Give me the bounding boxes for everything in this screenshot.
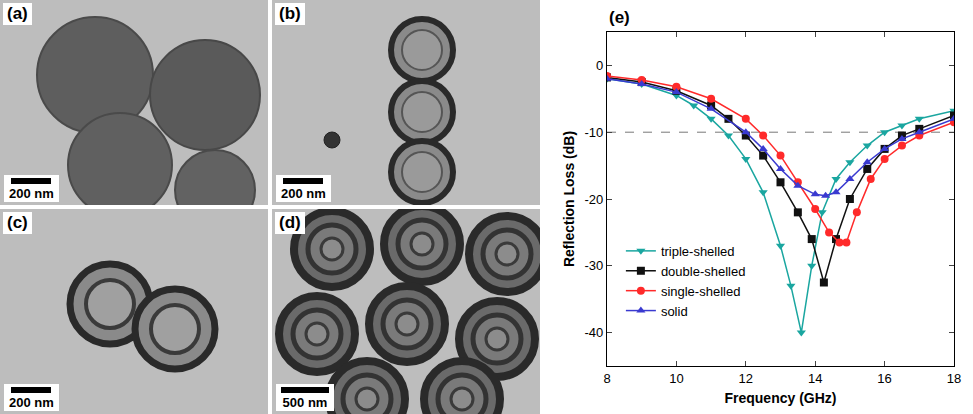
svg-text:-30: -30 [584, 258, 603, 273]
svg-text:Reflection Loss (dB): Reflection Loss (dB) [561, 131, 577, 267]
svg-text:double-shelled: double-shelled [661, 264, 746, 279]
html-text:(b): (b) [279, 4, 301, 23]
html-text:(d): (d) [279, 213, 301, 232]
svg-text:14: 14 [808, 371, 822, 386]
svg-text:triple-shelled: triple-shelled [661, 244, 735, 259]
svg-text:0: 0 [596, 58, 603, 73]
svg-text:16: 16 [877, 371, 891, 386]
svg-text:single-shelled: single-shelled [661, 284, 741, 299]
html-text:200 nm: 200 nm [281, 186, 326, 201]
html-text:200 nm: 200 nm [9, 395, 54, 410]
html-text:200 nm: 200 nm [9, 186, 54, 201]
svg-text:-40: -40 [584, 325, 603, 340]
svg-text:12: 12 [739, 371, 753, 386]
svg-text:10: 10 [669, 371, 683, 386]
svg-text:(e): (e) [609, 8, 630, 27]
svg-text:-10: -10 [584, 125, 603, 140]
html-text:(c): (c) [7, 213, 28, 232]
svg-text:-20: -20 [584, 192, 603, 207]
html-text:(a): (a) [7, 4, 28, 23]
svg-text:18: 18 [947, 371, 961, 386]
svg-text:Frequency (GHz): Frequency (GHz) [724, 390, 836, 406]
svg-text:solid: solid [661, 304, 688, 319]
svg-text:8: 8 [603, 371, 610, 386]
html-text:500 nm: 500 nm [282, 395, 328, 410]
